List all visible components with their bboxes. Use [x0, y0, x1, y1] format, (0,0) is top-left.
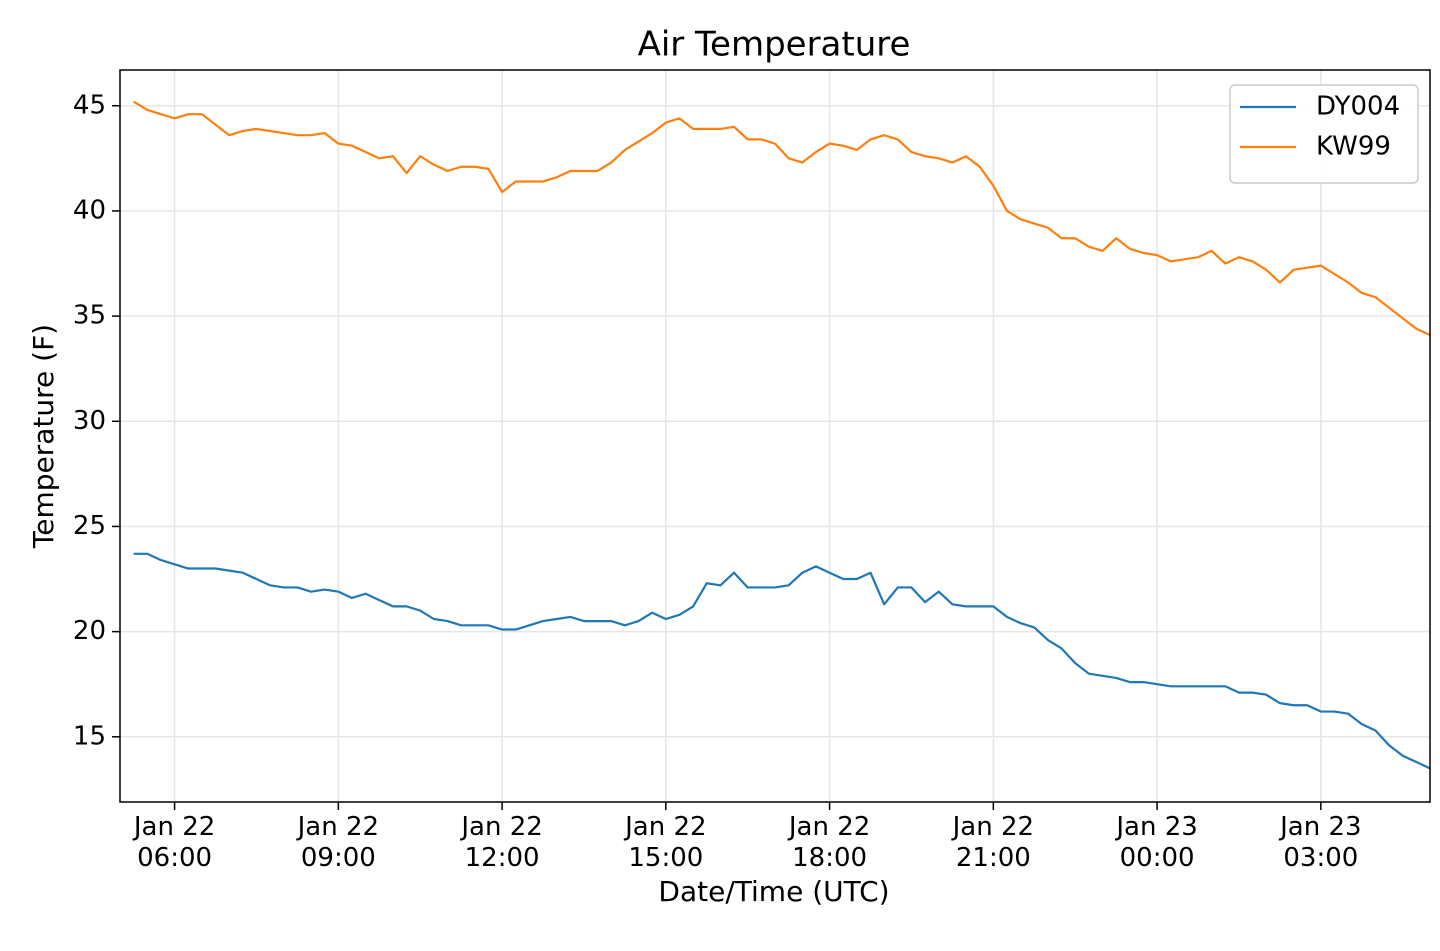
plot-frame [119, 69, 1431, 803]
x-tick-label: Jan 23 00:00 [1116, 812, 1198, 873]
x-tick-label: Jan 22 12:00 [461, 812, 543, 873]
legend-label: DY004 [1316, 92, 1400, 122]
x-tick-label: Jan 22 09:00 [297, 812, 380, 873]
y-tick-label: 20 [73, 616, 106, 646]
y-tick-label: 25 [73, 511, 106, 541]
x-tick-label: Jan 23 03:00 [1280, 812, 1362, 873]
series-line [133, 100, 1431, 337]
legend-label: KW99 [1316, 132, 1391, 162]
y-axis-label: Temperature (F) [27, 324, 60, 549]
x-tick-label: Jan 22 15:00 [625, 812, 707, 873]
y-tick-label: 30 [73, 406, 106, 436]
y-tick-label: 35 [73, 301, 106, 331]
y-tick-label: 45 [73, 90, 106, 120]
y-tick-label: 15 [73, 721, 106, 751]
chart-title: Air Temperature [638, 25, 911, 65]
series-line [133, 552, 1431, 770]
x-axis-label: Date/Time (UTC) [658, 875, 889, 908]
x-tick-label: Jan 22 06:00 [133, 812, 216, 873]
y-tick-label: 40 [73, 195, 106, 225]
legend-box [1229, 84, 1419, 184]
x-tick-label: Jan 22 21:00 [952, 812, 1035, 873]
x-tick-label: Jan 22 18:00 [788, 812, 871, 873]
